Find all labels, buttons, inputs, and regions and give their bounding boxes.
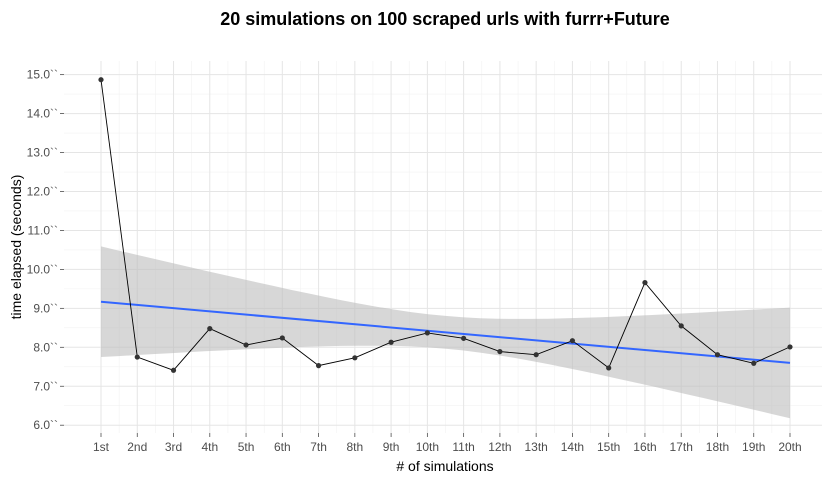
trend-line <box>100 300 791 364</box>
x-tick-label: 8th <box>346 440 363 454</box>
x-tick-label: 3rd <box>165 440 182 454</box>
data-point <box>279 335 285 341</box>
data-point <box>787 344 793 350</box>
data-point <box>569 338 576 344</box>
y-axis-ticks: 6.0`` 7.0`` 8.0`` 9.0`` 10.0`` 11.0`` 12.0`` 13… <box>27 68 64 432</box>
data-point <box>134 354 140 360</box>
x-tick-label: 19th <box>742 440 765 454</box>
y-tick-label: 13.0`` <box>27 146 58 160</box>
x-tick-label: 17th <box>670 440 693 454</box>
x-tick-label: 13th <box>524 440 547 454</box>
data-point <box>207 326 213 332</box>
data-point <box>243 342 249 348</box>
x-tick-label: 11th <box>452 440 474 454</box>
x-tick-label: 9th <box>383 440 400 454</box>
data-point <box>606 365 612 371</box>
trend-line-path <box>100 300 791 364</box>
chart-title: 20 simulations on 100 scraped urls with … <box>220 9 670 29</box>
y-tick-label: 15.0`` <box>27 68 58 82</box>
x-tick-label: 16th <box>633 440 656 454</box>
y-tick-label: 14.0`` <box>27 107 58 121</box>
x-tick-label: 1st <box>93 440 110 454</box>
data-point <box>714 352 721 358</box>
data-point <box>533 352 539 358</box>
data-point <box>642 280 648 286</box>
data-point <box>678 323 684 329</box>
x-tick-label: 18th <box>706 440 729 454</box>
x-tick-label: 4th <box>201 440 218 454</box>
x-tick-label: 2nd <box>127 440 147 454</box>
y-tick-label: 11.0`` <box>28 223 58 237</box>
x-tick-label: 10th <box>416 440 439 454</box>
x-axis-title: # of simulations <box>396 458 493 474</box>
data-point <box>315 363 322 369</box>
y-tick-label: 12.0`` <box>27 184 58 198</box>
x-tick-label: 6th <box>274 440 291 454</box>
data-point <box>352 355 358 361</box>
x-tick-label: 15th <box>597 440 620 454</box>
y-tick-label: 9.0`` <box>33 301 58 315</box>
x-tick-label: 14th <box>561 440 584 454</box>
data-point <box>424 330 430 336</box>
y-tick-label: 7.0`` <box>33 379 58 393</box>
y-tick-label: 6.0`` <box>33 418 58 432</box>
y-axis-title: time elapsed (seconds) <box>8 175 24 320</box>
series-line <box>100 79 791 371</box>
x-tick-label: 12th <box>488 440 511 454</box>
data-point <box>388 339 394 345</box>
x-tick-label: 5th <box>238 440 255 454</box>
series-layer <box>98 77 793 373</box>
y-tick-label: 8.0`` <box>33 340 58 354</box>
data-point <box>497 348 503 355</box>
x-tick-label: 7th <box>310 440 327 454</box>
data-point <box>170 367 177 373</box>
data-point <box>461 335 467 341</box>
x-axis-ticks: 1st 2nd 3rd 4th 5th 6th 7th 8th 9th 10th 11th 12th 1… <box>93 433 802 454</box>
data-point <box>98 77 104 83</box>
data-point <box>751 360 757 366</box>
x-tick-label: 20th <box>778 440 801 454</box>
y-tick-label: 10.0`` <box>27 262 58 276</box>
